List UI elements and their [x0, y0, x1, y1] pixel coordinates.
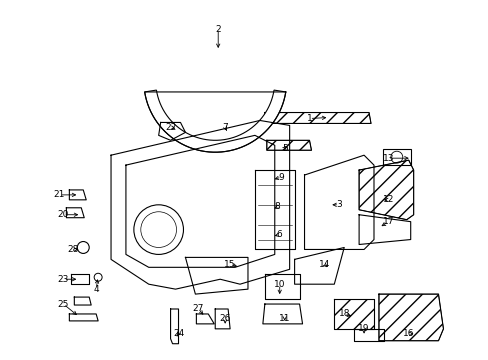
- Text: 14: 14: [318, 260, 329, 269]
- Text: 13: 13: [382, 154, 394, 163]
- Text: 9: 9: [278, 172, 284, 181]
- Text: 12: 12: [383, 195, 394, 204]
- Text: 15: 15: [224, 260, 235, 269]
- Text: 23: 23: [58, 275, 69, 284]
- Bar: [382, 149, 410, 165]
- Text: 10: 10: [273, 280, 285, 289]
- Text: 20: 20: [58, 210, 69, 219]
- Text: 17: 17: [382, 217, 394, 226]
- Text: 18: 18: [338, 310, 349, 319]
- Text: 11: 11: [278, 314, 290, 323]
- Text: 19: 19: [358, 324, 369, 333]
- Text: 8: 8: [274, 202, 280, 211]
- Text: 5: 5: [281, 144, 287, 153]
- Text: 21: 21: [54, 190, 65, 199]
- Text: 28: 28: [67, 245, 79, 254]
- Text: 3: 3: [336, 200, 342, 209]
- Text: 7: 7: [222, 123, 227, 132]
- Text: 22: 22: [164, 123, 176, 132]
- Polygon shape: [144, 90, 285, 152]
- Text: 16: 16: [402, 329, 414, 338]
- Text: 24: 24: [173, 329, 184, 338]
- Text: 6: 6: [276, 230, 282, 239]
- Text: 4: 4: [93, 285, 99, 294]
- Text: 1: 1: [306, 114, 312, 123]
- Text: 2: 2: [215, 25, 221, 34]
- Text: 26: 26: [219, 314, 230, 323]
- Text: 25: 25: [58, 300, 69, 309]
- Text: 27: 27: [192, 305, 203, 314]
